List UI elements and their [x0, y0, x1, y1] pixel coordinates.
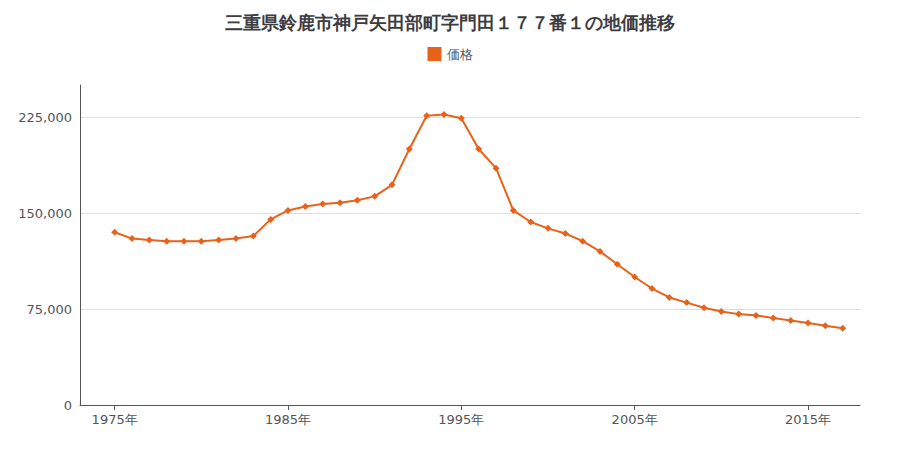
svg-text:2015年: 2015年 — [785, 412, 831, 427]
svg-text:0: 0 — [64, 398, 72, 413]
svg-text:150,000: 150,000 — [18, 206, 72, 221]
svg-text:225,000: 225,000 — [18, 110, 72, 125]
svg-text:75,000: 75,000 — [27, 302, 73, 317]
svg-text:1975年: 1975年 — [92, 412, 138, 427]
svg-text:1985年: 1985年 — [265, 412, 311, 427]
svg-text:2005年: 2005年 — [612, 412, 658, 427]
svg-text:三重県鈴鹿市神戸矢田部町字門田１７７番１の地価推移: 三重県鈴鹿市神戸矢田部町字門田１７７番１の地価推移 — [225, 12, 675, 33]
svg-text:価格: 価格 — [447, 47, 473, 62]
svg-text:1995年: 1995年 — [438, 412, 484, 427]
